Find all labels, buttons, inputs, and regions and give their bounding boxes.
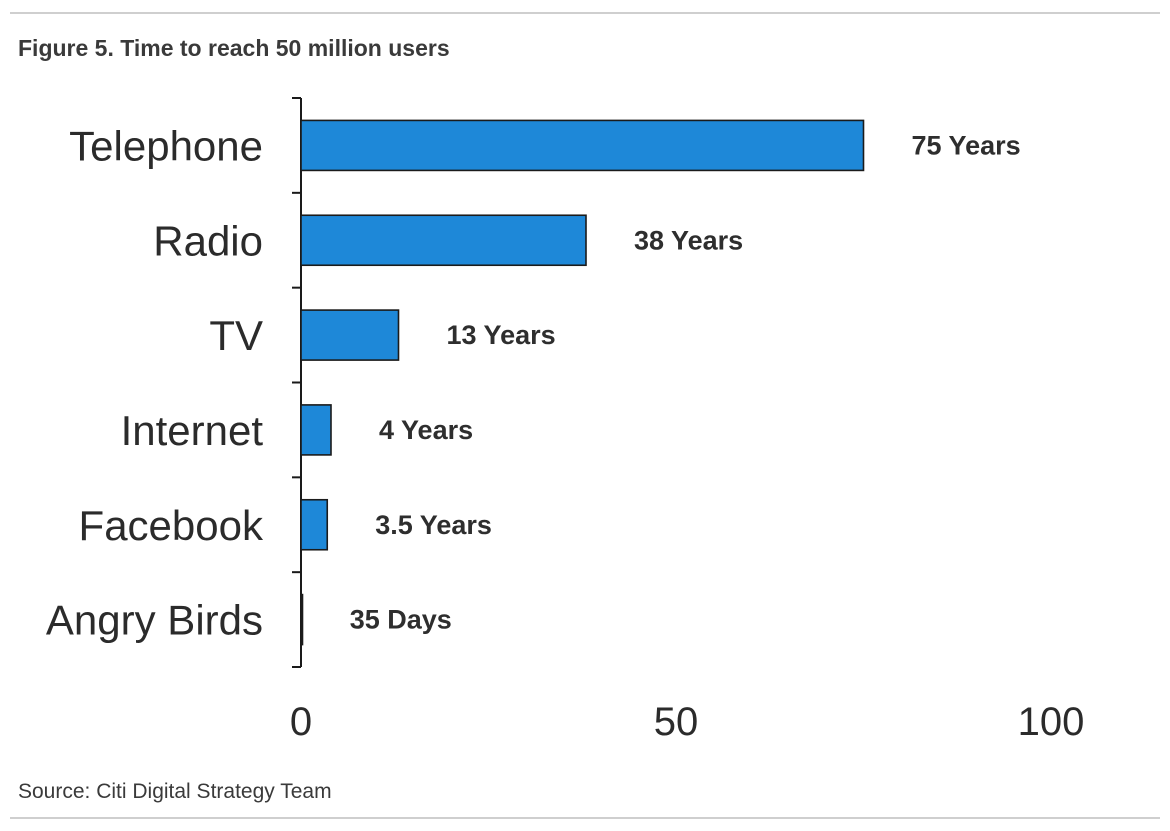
bar bbox=[300, 119, 865, 172]
category-label: Radio bbox=[153, 217, 263, 264]
category-label: Facebook bbox=[79, 502, 264, 549]
data-label: 75 Years bbox=[912, 130, 1021, 160]
x-tick-label: 0 bbox=[290, 700, 312, 744]
data-label: 38 Years bbox=[634, 225, 743, 255]
x-tick-label: 100 bbox=[1018, 700, 1085, 744]
bar bbox=[300, 498, 329, 551]
plot-area: Telephone 75 Years Radio 38 Years TV 13 Years… bbox=[46, 97, 1085, 744]
data-label: 4 Years bbox=[379, 415, 473, 445]
category-label: Telephone bbox=[69, 122, 263, 169]
data-label: 13 Years bbox=[447, 320, 556, 350]
x-tick-label: 50 bbox=[654, 700, 699, 744]
bar bbox=[300, 309, 400, 361]
data-label: 35 Days bbox=[350, 605, 452, 635]
category-label: Angry Birds bbox=[46, 597, 263, 644]
figure-source: Source: Citi Digital Strategy Team bbox=[18, 780, 332, 803]
category-label: TV bbox=[209, 312, 263, 359]
data-label: 3.5 Years bbox=[375, 510, 492, 540]
figure-title: Figure 5. Time to reach 50 million users bbox=[18, 35, 450, 61]
bar bbox=[300, 593, 304, 646]
category-label: Internet bbox=[121, 407, 264, 454]
bar bbox=[300, 404, 332, 456]
bar bbox=[300, 214, 587, 267]
